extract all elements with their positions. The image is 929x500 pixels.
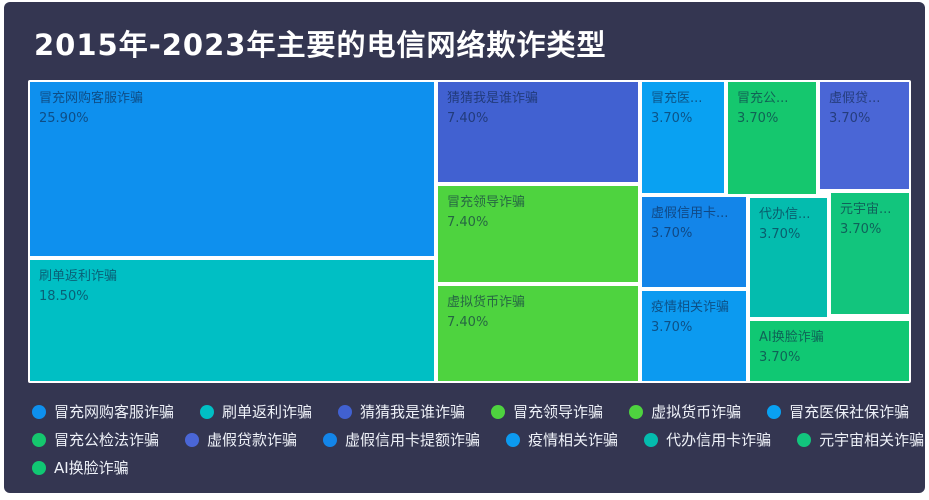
treemap-tile-冒充公检法诈骗[interactable]: 冒充公... 3.70% <box>728 82 816 194</box>
legend-dot-icon <box>491 404 506 419</box>
legend-item-AI换脸诈骗[interactable]: AI换脸诈骗 <box>32 457 129 478</box>
tile-label: 虚拟货币诈骗 <box>447 295 526 310</box>
tile-percent: 3.70% <box>829 110 871 126</box>
tile-percent: 7.40% <box>447 214 489 230</box>
legend-item-刷单返利诈骗[interactable]: 刷单返利诈骗 <box>200 401 312 422</box>
legend-item-冒充领导诈骗[interactable]: 冒充领导诈骗 <box>491 401 603 422</box>
tile-percent: 7.40% <box>447 314 489 330</box>
legend-dot-icon <box>338 404 353 419</box>
tile-label: 冒充领导诈骗 <box>447 195 526 210</box>
legend-item-虚假贷款诈骗[interactable]: 虚假贷款诈骗 <box>185 429 297 450</box>
tile-percent: 3.70% <box>840 221 882 237</box>
tile-label: 元宇宙... <box>840 202 892 217</box>
treemap-tile-虚假贷款诈骗[interactable]: 虚假贷... 3.70% <box>820 82 909 189</box>
legend-row: AI换脸诈骗 <box>32 457 915 478</box>
legend-item-冒充网购客服诈骗[interactable]: 冒充网购客服诈骗 <box>32 401 174 422</box>
legend-item-虚拟货币诈骗[interactable]: 虚拟货币诈骗 <box>629 401 741 422</box>
legend-label: 虚假信用卡提额诈骗 <box>345 431 481 449</box>
tile-label: 疫情相关诈骗 <box>651 300 730 315</box>
legend-dot-icon <box>32 432 46 447</box>
tile-percent: 3.70% <box>737 110 779 126</box>
legend-label: AI换脸诈骗 <box>54 459 129 477</box>
legend-dot-icon <box>506 432 521 447</box>
legend-dot-icon <box>323 432 338 447</box>
tile-label: AI换脸诈骗 <box>759 330 824 345</box>
legend-dot-icon <box>32 460 46 475</box>
treemap-tile-猜猜我是谁诈骗[interactable]: 猜猜我是谁诈骗 7.40% <box>438 82 638 182</box>
legend-dot-icon <box>185 432 200 447</box>
legend-label: 虚拟货币诈骗 <box>651 403 742 421</box>
tile-label: 虚假贷... <box>829 91 881 106</box>
tile-percent: 3.70% <box>759 226 801 242</box>
legend-item-疫情相关诈骗[interactable]: 疫情相关诈骗 <box>506 429 618 450</box>
treemap-tile-AI换脸诈骗[interactable]: AI换脸诈骗 3.70% <box>750 321 909 381</box>
legend-dot-icon <box>629 404 644 419</box>
tile-percent: 3.70% <box>759 349 801 365</box>
legend-label: 刷单返利诈骗 <box>222 403 313 421</box>
legend-label: 冒充公检法诈骗 <box>54 431 160 449</box>
tile-percent: 3.70% <box>651 110 693 126</box>
chart-title: 2015年-2023年主要的电信网络欺诈类型 <box>34 28 607 62</box>
treemap-tile-刷单返利诈骗[interactable]: 刷单返利诈骗 18.50% <box>30 260 434 381</box>
legend-label: 冒充网购客服诈骗 <box>54 403 175 421</box>
legend-item-冒充医保社保诈骗[interactable]: 冒充医保社保诈骗 <box>767 401 909 422</box>
tile-label: 刷单返利诈骗 <box>39 269 118 284</box>
treemap-chart: 冒充网购客服诈骗 25.90% 刷单返利诈骗 18.50% 猜猜我是谁诈骗 7.40% 冒充… <box>28 80 911 383</box>
treemap-tile-代办信用卡诈骗[interactable]: 代办信... 3.70% <box>750 198 827 317</box>
tile-percent: 3.70% <box>651 319 693 335</box>
treemap-tile-冒充医保社保诈骗[interactable]: 冒充医... 3.70% <box>642 82 724 193</box>
legend-row: 冒充网购客服诈骗 刷单返利诈骗 猜猜我是谁诈骗 冒充领导诈骗 虚拟货币诈骗 冒充医保社保诈… <box>32 401 915 422</box>
tile-label: 冒充网购客服诈骗 <box>39 91 144 106</box>
legend-dot-icon <box>200 404 215 419</box>
tile-percent: 18.50% <box>39 288 89 304</box>
legend-label: 元宇宙相关诈骗 <box>819 431 925 449</box>
tile-percent: 25.90% <box>39 110 89 126</box>
legend-item-元宇宙相关诈骗[interactable]: 元宇宙相关诈骗 <box>797 429 924 450</box>
treemap-tile-冒充领导诈骗[interactable]: 冒充领导诈骗 7.40% <box>438 186 638 282</box>
tile-label: 虚假信用卡... <box>651 206 729 221</box>
tile-label: 冒充公... <box>737 91 789 106</box>
legend: 冒充网购客服诈骗 刷单返利诈骗 猜猜我是谁诈骗 冒充领导诈骗 虚拟货币诈骗 冒充医保社保诈… <box>32 401 924 478</box>
tile-label: 冒充医... <box>651 91 703 106</box>
tile-percent: 3.70% <box>651 225 693 241</box>
tile-label: 代办信... <box>759 207 811 222</box>
legend-label: 冒充领导诈骗 <box>513 403 604 421</box>
legend-item-代办信用卡诈骗[interactable]: 代办信用卡诈骗 <box>644 429 771 450</box>
legend-dot-icon <box>32 404 46 419</box>
legend-item-猜猜我是谁诈骗[interactable]: 猜猜我是谁诈骗 <box>338 401 465 422</box>
legend-label: 冒充医保社保诈骗 <box>789 403 910 421</box>
legend-row: 冒充公检法诈骗 虚假贷款诈骗 虚假信用卡提额诈骗 疫情相关诈骗 代办信用卡诈骗 元宇宙相关… <box>32 429 924 450</box>
legend-label: 疫情相关诈骗 <box>528 431 619 449</box>
treemap-tile-虚假信用卡提额诈骗[interactable]: 虚假信用卡... 3.70% <box>642 197 746 287</box>
legend-item-虚假信用卡提额诈骗[interactable]: 虚假信用卡提额诈骗 <box>323 429 480 450</box>
treemap-tile-疫情相关诈骗[interactable]: 疫情相关诈骗 3.70% <box>642 291 746 381</box>
legend-label: 虚假贷款诈骗 <box>207 431 298 449</box>
legend-item-冒充公检法诈骗[interactable]: 冒充公检法诈骗 <box>32 429 159 450</box>
legend-dot-icon <box>767 404 782 419</box>
treemap-tile-冒充网购客服诈骗[interactable]: 冒充网购客服诈骗 25.90% <box>30 82 434 256</box>
treemap-tile-元宇宙相关诈骗[interactable]: 元宇宙... 3.70% <box>831 193 909 314</box>
legend-dot-icon <box>797 432 812 447</box>
chart-card: 2015年-2023年主要的电信网络欺诈类型 冒充网购客服诈骗 25.90% 刷单返… <box>4 2 925 493</box>
legend-label: 猜猜我是谁诈骗 <box>360 403 466 421</box>
legend-label: 代办信用卡诈骗 <box>666 431 772 449</box>
legend-dot-icon <box>644 432 659 447</box>
tile-percent: 7.40% <box>447 110 489 126</box>
tile-label: 猜猜我是谁诈骗 <box>447 91 539 106</box>
treemap-tile-虚拟货币诈骗[interactable]: 虚拟货币诈骗 7.40% <box>438 286 638 381</box>
